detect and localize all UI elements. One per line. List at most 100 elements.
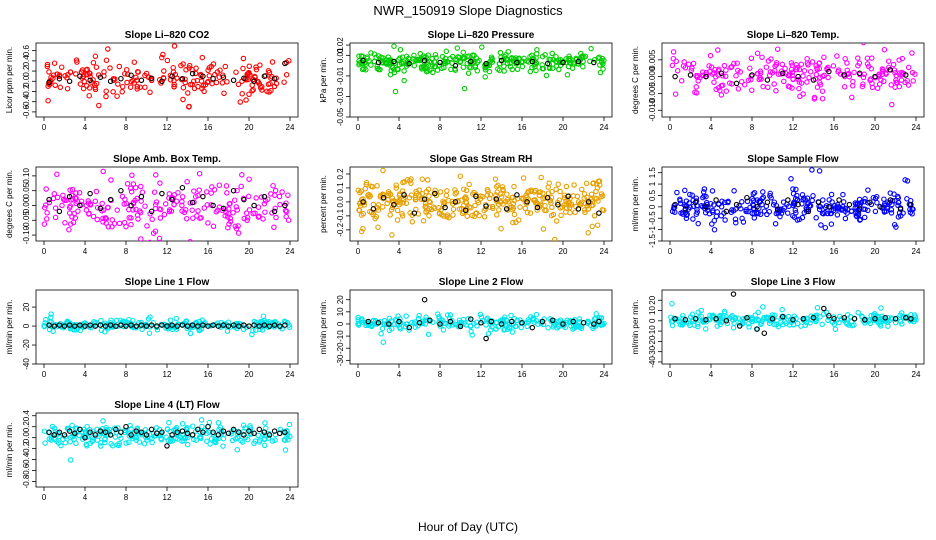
data-point bbox=[159, 78, 165, 85]
points bbox=[44, 43, 292, 110]
data-point bbox=[240, 55, 247, 62]
data-point bbox=[892, 84, 898, 90]
data-point bbox=[841, 84, 848, 90]
data-point bbox=[72, 195, 79, 202]
data-point bbox=[444, 312, 451, 318]
data-point bbox=[497, 199, 504, 205]
data-point bbox=[851, 316, 858, 322]
data-point bbox=[129, 172, 135, 179]
data-point bbox=[840, 199, 847, 205]
data-point bbox=[48, 311, 54, 317]
data-point bbox=[118, 75, 124, 82]
data-point bbox=[733, 201, 740, 208]
data-point bbox=[379, 204, 386, 210]
data-point bbox=[174, 198, 180, 205]
data-point bbox=[368, 62, 374, 68]
data-point bbox=[286, 324, 293, 330]
data-point bbox=[235, 81, 242, 88]
data-point bbox=[174, 323, 181, 329]
data-point bbox=[585, 199, 592, 205]
data-point bbox=[461, 85, 468, 92]
data-point bbox=[436, 314, 442, 320]
data-point bbox=[285, 217, 292, 223]
data-point bbox=[814, 305, 821, 311]
x-tick-label: 12 bbox=[163, 370, 172, 379]
x-tick-label: 8 bbox=[124, 123, 129, 132]
data-point bbox=[809, 59, 816, 65]
data-point bbox=[493, 183, 500, 190]
data-point bbox=[566, 204, 573, 211]
data-point bbox=[908, 316, 914, 322]
data-point bbox=[865, 199, 871, 206]
data-point bbox=[432, 187, 438, 194]
data-point bbox=[212, 438, 218, 445]
data-point bbox=[876, 71, 882, 77]
data-point bbox=[180, 84, 187, 91]
data-point bbox=[84, 443, 90, 449]
data-point bbox=[379, 325, 386, 332]
data-point bbox=[495, 66, 501, 72]
data-point bbox=[223, 209, 229, 216]
data-point bbox=[200, 73, 206, 79]
data-point bbox=[689, 192, 695, 198]
data-point bbox=[233, 204, 240, 210]
data-point bbox=[103, 57, 110, 64]
y-tick-label: -0.2 bbox=[336, 222, 345, 236]
data-point bbox=[682, 206, 689, 212]
data-point bbox=[493, 320, 499, 326]
data-point bbox=[370, 206, 377, 212]
data-point bbox=[881, 317, 887, 324]
data-point bbox=[152, 172, 159, 178]
data-point bbox=[672, 316, 678, 322]
data-point bbox=[717, 312, 723, 319]
data-point bbox=[669, 62, 676, 69]
y-tick-label: 10 bbox=[648, 306, 657, 315]
data-point bbox=[247, 71, 253, 78]
data-point bbox=[786, 322, 793, 328]
data-point bbox=[822, 209, 828, 216]
points bbox=[356, 43, 607, 95]
data-point bbox=[863, 318, 869, 324]
data-point bbox=[543, 72, 550, 79]
data-point bbox=[893, 72, 900, 79]
data-point bbox=[215, 420, 222, 426]
data-point bbox=[256, 426, 263, 433]
data-point bbox=[118, 435, 124, 441]
data-point bbox=[205, 67, 211, 74]
data-point bbox=[60, 192, 66, 199]
y-tick-label: -40 bbox=[22, 358, 31, 370]
data-point bbox=[257, 326, 263, 333]
x-tick-label: 24 bbox=[912, 370, 921, 379]
data-point bbox=[92, 323, 99, 329]
data-point bbox=[220, 322, 227, 328]
data-point bbox=[910, 78, 916, 84]
y-tick-label: 0.1 bbox=[336, 182, 345, 194]
data-point bbox=[370, 201, 377, 208]
data-point bbox=[493, 212, 500, 218]
x-tick-label: 12 bbox=[789, 370, 798, 379]
data-point bbox=[840, 191, 846, 198]
data-point bbox=[94, 204, 101, 211]
data-point bbox=[790, 317, 796, 323]
data-point bbox=[723, 314, 729, 320]
data-point bbox=[898, 77, 905, 83]
y-tick-label: 0.0 bbox=[22, 75, 31, 87]
x-tick-label: 24 bbox=[286, 247, 295, 256]
data-point bbox=[455, 323, 462, 330]
data-point bbox=[195, 426, 201, 433]
data-point bbox=[257, 62, 263, 68]
data-point bbox=[360, 196, 366, 202]
data-point bbox=[800, 316, 807, 322]
data-point bbox=[778, 206, 784, 213]
data-point bbox=[254, 323, 260, 329]
data-point bbox=[437, 323, 443, 329]
data-point bbox=[92, 198, 99, 205]
data-point bbox=[100, 219, 106, 225]
data-point bbox=[269, 210, 275, 216]
data-point bbox=[760, 189, 766, 195]
data-point bbox=[169, 73, 175, 79]
data-point bbox=[179, 431, 186, 438]
data-point bbox=[401, 68, 407, 74]
data-point bbox=[233, 225, 240, 232]
y-tick-label: -0.10 bbox=[22, 225, 31, 244]
